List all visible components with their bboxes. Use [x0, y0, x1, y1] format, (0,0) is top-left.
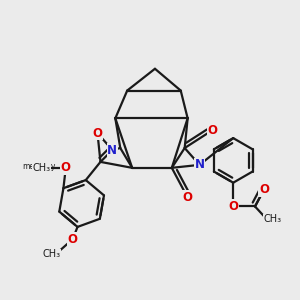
- Text: O: O: [183, 191, 193, 204]
- Text: N: N: [194, 158, 205, 171]
- Text: O: O: [68, 233, 78, 246]
- Text: O: O: [92, 127, 103, 140]
- Text: O: O: [228, 200, 238, 213]
- Text: CH₃: CH₃: [264, 214, 282, 224]
- Text: O: O: [61, 161, 71, 174]
- Text: O: O: [259, 183, 269, 196]
- Text: CH₃: CH₃: [32, 163, 51, 173]
- Text: N: N: [107, 143, 117, 157]
- Text: CH₃: CH₃: [42, 249, 61, 259]
- Text: O: O: [207, 124, 218, 137]
- Text: methoxy: methoxy: [22, 162, 55, 171]
